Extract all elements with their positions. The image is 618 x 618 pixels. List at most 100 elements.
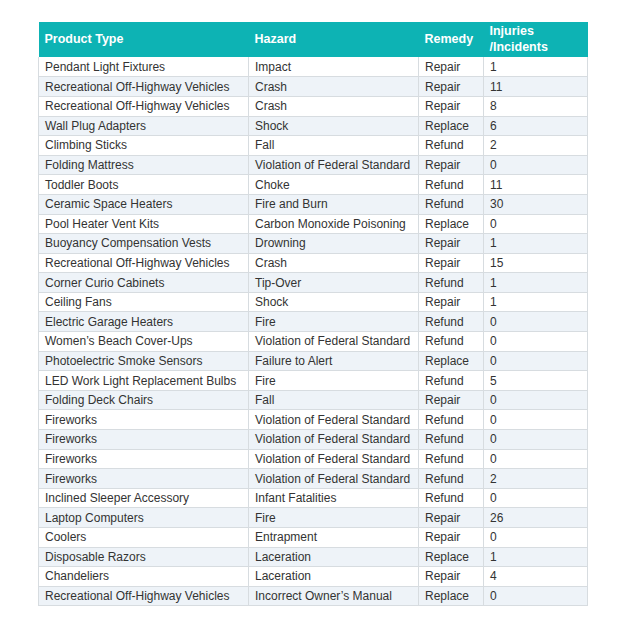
- remedy-cell: Refund: [419, 469, 484, 489]
- injuries-incidents-cell: 1: [484, 292, 588, 312]
- table-row: Chandeliers Laceration Repair 4: [39, 567, 588, 587]
- hazard-cell: Violation of Federal Standard: [249, 155, 419, 175]
- injuries-incidents-cell: 26: [484, 508, 588, 528]
- hazard-cell: Incorrect Owner’s Manual: [249, 586, 419, 606]
- table-row: Women’s Beach Cover-Ups Violation of Fed…: [39, 332, 588, 352]
- remedy-cell: Repair: [419, 567, 484, 587]
- table-row: Pool Heater Vent Kits Carbon Monoxide Po…: [39, 214, 588, 234]
- hazard-cell: Crash: [249, 96, 419, 116]
- injuries-incidents-cell: 0: [484, 430, 588, 450]
- remedy-cell: Refund: [419, 371, 484, 391]
- remedy-cell: Refund: [419, 410, 484, 430]
- hazard-cell: Infant Fatalities: [249, 488, 419, 508]
- remedy-cell: Repair: [419, 292, 484, 312]
- injuries-incidents-cell: 4: [484, 567, 588, 587]
- hazard-cell: Fire: [249, 312, 419, 332]
- product-type-cell: Folding Deck Chairs: [39, 390, 249, 410]
- injuries-incidents-cell: 5: [484, 371, 588, 391]
- table-row: Fireworks Violation of Federal Standard …: [39, 430, 588, 450]
- product-type-cell: Pool Heater Vent Kits: [39, 214, 249, 234]
- injuries-incidents-cell: 15: [484, 253, 588, 273]
- product-type-cell: Fireworks: [39, 449, 249, 469]
- table-row: Climbing Sticks Fall Refund 2: [39, 136, 588, 156]
- injuries-incidents-cell: 0: [484, 390, 588, 410]
- hazard-cell: Fire: [249, 508, 419, 528]
- product-type-cell: Ceiling Fans: [39, 292, 249, 312]
- product-type-cell: Recreational Off-Highway Vehicles: [39, 586, 249, 606]
- injuries-incidents-cell: 0: [484, 528, 588, 548]
- remedy-cell: Replace: [419, 547, 484, 567]
- product-type-cell: Recreational Off-Highway Vehicles: [39, 253, 249, 273]
- remedy-cell: Repair: [419, 77, 484, 97]
- hazard-cell: Violation of Federal Standard: [249, 449, 419, 469]
- remedy-cell: Refund: [419, 175, 484, 195]
- injuries-incidents-cell: 11: [484, 175, 588, 195]
- table-row: Recreational Off-Highway Vehicles Crash …: [39, 253, 588, 273]
- table-row: Inclined Sleeper Accessory Infant Fatali…: [39, 488, 588, 508]
- table-row: Folding Deck Chairs Fall Repair 0: [39, 390, 588, 410]
- recall-table: Product Type Hazard Remedy Injuries /Inc…: [38, 22, 588, 606]
- remedy-cell: Refund: [419, 136, 484, 156]
- table-header: Product Type Hazard Remedy Injuries /Inc…: [39, 22, 588, 57]
- table-row: Wall Plug Adapters Shock Replace 6: [39, 116, 588, 136]
- table-row: Coolers Entrapment Repair 0: [39, 528, 588, 548]
- table-row: Photoelectric Smoke Sensors Failure to A…: [39, 351, 588, 371]
- product-type-cell: LED Work Light Replacement Bulbs: [39, 371, 249, 391]
- product-type-cell: Recreational Off-Highway Vehicles: [39, 96, 249, 116]
- column-header-injuries-incidents: Injuries /Incidents: [484, 22, 588, 57]
- product-type-cell: Wall Plug Adapters: [39, 116, 249, 136]
- injuries-incidents-cell: 0: [484, 214, 588, 234]
- table-row: Fireworks Violation of Federal Standard …: [39, 449, 588, 469]
- remedy-cell: Repair: [419, 528, 484, 548]
- product-type-cell: Electric Garage Heaters: [39, 312, 249, 332]
- product-type-cell: Coolers: [39, 528, 249, 548]
- injuries-incidents-cell: 11: [484, 77, 588, 97]
- injuries-incidents-cell: 6: [484, 116, 588, 136]
- injuries-incidents-cell: 0: [484, 312, 588, 332]
- table-row: Laptop Computers Fire Repair 26: [39, 508, 588, 528]
- remedy-cell: Repair: [419, 155, 484, 175]
- remedy-cell: Repair: [419, 508, 484, 528]
- remedy-cell: Repair: [419, 234, 484, 254]
- hazard-cell: Violation of Federal Standard: [249, 469, 419, 489]
- product-type-cell: Fireworks: [39, 469, 249, 489]
- remedy-cell: Replace: [419, 351, 484, 371]
- injuries-incidents-cell: 2: [484, 469, 588, 489]
- table-row: Ceramic Space Heaters Fire and Burn Refu…: [39, 194, 588, 214]
- product-type-cell: Ceramic Space Heaters: [39, 194, 249, 214]
- hazard-cell: Fire: [249, 371, 419, 391]
- product-type-cell: Corner Curio Cabinets: [39, 273, 249, 293]
- product-type-cell: Buoyancy Compensation Vests: [39, 234, 249, 254]
- table-row: Disposable Razors Laceration Replace 1: [39, 547, 588, 567]
- injuries-incidents-cell: 1: [484, 234, 588, 254]
- product-type-cell: Women’s Beach Cover-Ups: [39, 332, 249, 352]
- table-row: Fireworks Violation of Federal Standard …: [39, 469, 588, 489]
- table-row: Recreational Off-Highway Vehicles Incorr…: [39, 586, 588, 606]
- injuries-incidents-cell: 30: [484, 194, 588, 214]
- table-row: Corner Curio Cabinets Tip-Over Refund 1: [39, 273, 588, 293]
- table-row: Folding Mattress Violation of Federal St…: [39, 155, 588, 175]
- product-type-cell: Disposable Razors: [39, 547, 249, 567]
- hazard-cell: Carbon Monoxide Poisoning: [249, 214, 419, 234]
- injuries-incidents-cell: 0: [484, 586, 588, 606]
- hazard-cell: Crash: [249, 253, 419, 273]
- remedy-cell: Replace: [419, 116, 484, 136]
- hazard-cell: Drowning: [249, 234, 419, 254]
- remedy-cell: Refund: [419, 332, 484, 352]
- product-type-cell: Photoelectric Smoke Sensors: [39, 351, 249, 371]
- remedy-cell: Refund: [419, 488, 484, 508]
- table-body: Pendant Light Fixtures Impact Repair 1 R…: [39, 57, 588, 606]
- remedy-cell: Refund: [419, 312, 484, 332]
- hazard-cell: Violation of Federal Standard: [249, 430, 419, 450]
- table-row: Buoyancy Compensation Vests Drowning Rep…: [39, 234, 588, 254]
- injuries-incidents-cell: 0: [484, 488, 588, 508]
- remedy-cell: Repair: [419, 57, 484, 77]
- hazard-cell: Laceration: [249, 567, 419, 587]
- injuries-incidents-cell: 2: [484, 136, 588, 156]
- product-type-cell: Climbing Sticks: [39, 136, 249, 156]
- injuries-incidents-cell: 1: [484, 547, 588, 567]
- injuries-incidents-cell: 1: [484, 273, 588, 293]
- recall-table-container: Product Type Hazard Remedy Injuries /Inc…: [38, 22, 587, 606]
- injuries-incidents-cell: 8: [484, 96, 588, 116]
- column-header-hazard: Hazard: [249, 22, 419, 57]
